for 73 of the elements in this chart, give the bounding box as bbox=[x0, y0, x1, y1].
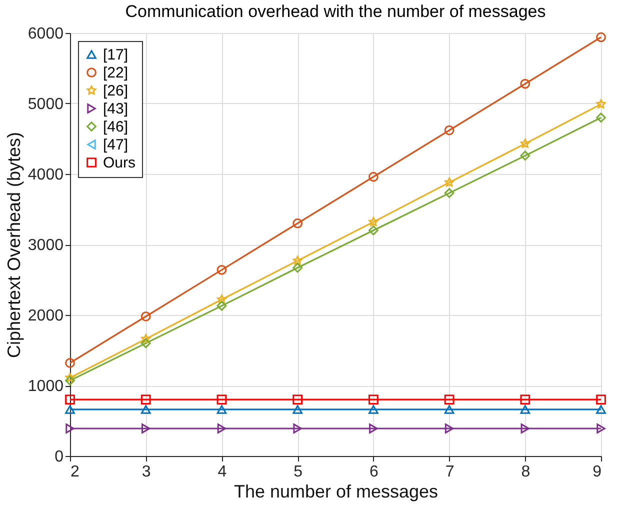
point bbox=[368, 405, 378, 414]
point bbox=[65, 394, 75, 405]
point bbox=[216, 300, 227, 311]
point bbox=[520, 150, 530, 161]
point bbox=[596, 405, 606, 414]
point bbox=[520, 138, 530, 148]
legend-label: [26] bbox=[103, 82, 128, 100]
point bbox=[520, 405, 530, 414]
point bbox=[216, 294, 226, 304]
y-axis-title: Ciphertext Overhead (bytes) bbox=[4, 132, 24, 358]
point bbox=[368, 394, 378, 405]
x-tick-label: 6 bbox=[369, 464, 378, 480]
point bbox=[444, 125, 454, 136]
point bbox=[369, 424, 378, 434]
legend-label: [46] bbox=[103, 118, 128, 136]
x-tick-label: 2 bbox=[70, 464, 80, 480]
point bbox=[520, 78, 530, 89]
point bbox=[216, 394, 227, 405]
point bbox=[444, 394, 454, 405]
point bbox=[65, 376, 75, 386]
y-tick-label: 1000 bbox=[28, 378, 64, 395]
point bbox=[66, 424, 74, 434]
point bbox=[596, 99, 606, 108]
point bbox=[140, 338, 151, 348]
y-tick-label: 4000 bbox=[28, 166, 64, 184]
point bbox=[444, 188, 454, 198]
point bbox=[292, 394, 303, 405]
y-tick-label: 2000 bbox=[28, 308, 64, 324]
y-tick-label: 3000 bbox=[28, 237, 64, 254]
point bbox=[292, 262, 303, 273]
point bbox=[444, 178, 454, 187]
point bbox=[217, 424, 226, 434]
point bbox=[368, 225, 378, 236]
point bbox=[216, 264, 227, 275]
point bbox=[140, 405, 151, 414]
point bbox=[216, 405, 227, 414]
point bbox=[596, 112, 606, 123]
legend-label: [43] bbox=[103, 100, 128, 118]
point bbox=[141, 334, 151, 344]
point bbox=[444, 405, 454, 414]
point bbox=[596, 394, 606, 405]
x-tick-label: 3 bbox=[142, 464, 151, 480]
point bbox=[141, 424, 150, 434]
point bbox=[368, 172, 378, 182]
legend-label: [22] bbox=[103, 64, 128, 82]
point bbox=[140, 394, 151, 405]
point bbox=[140, 311, 151, 322]
point bbox=[292, 256, 302, 265]
x-tick-label: 7 bbox=[445, 464, 454, 480]
y-tick-label: 6000 bbox=[28, 26, 64, 42]
x-tick-label: 9 bbox=[592, 464, 602, 480]
point bbox=[596, 32, 606, 42]
y-tick-label: 0 bbox=[54, 448, 64, 466]
point bbox=[65, 372, 75, 382]
x-tick-label: 5 bbox=[294, 464, 303, 480]
point bbox=[65, 358, 75, 368]
point bbox=[444, 424, 454, 434]
x-axis-title: The number of messages bbox=[234, 482, 438, 502]
legend-label: [17] bbox=[103, 46, 128, 64]
chart-title: Communication overhead with the number of messages bbox=[125, 2, 546, 21]
point bbox=[368, 217, 378, 226]
point bbox=[520, 424, 530, 434]
point bbox=[65, 405, 75, 414]
point bbox=[293, 424, 302, 434]
legend-label: [47] bbox=[103, 136, 128, 154]
x-tick-label: 4 bbox=[218, 464, 227, 480]
legend-label: Ours bbox=[103, 154, 136, 172]
x-tick-label: 8 bbox=[521, 464, 530, 480]
point bbox=[292, 218, 303, 228]
point bbox=[596, 424, 606, 434]
y-tick-label: 5000 bbox=[28, 96, 64, 113]
point bbox=[292, 405, 303, 414]
point bbox=[520, 394, 530, 405]
